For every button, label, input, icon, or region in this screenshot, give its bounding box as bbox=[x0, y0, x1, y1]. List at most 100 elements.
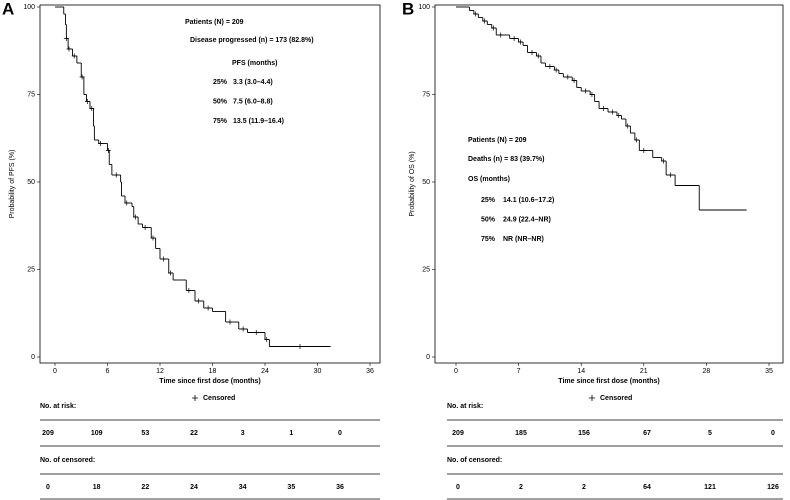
censor-mark bbox=[161, 256, 166, 262]
censored-count: 34 bbox=[239, 484, 247, 491]
plot-frame bbox=[434, 4, 784, 364]
x-tick-label: 21 bbox=[640, 368, 648, 375]
at-risk-count: 67 bbox=[643, 430, 651, 437]
y-tick-label: 50 bbox=[422, 179, 430, 186]
x-tick-label: 6 bbox=[106, 368, 110, 375]
summary-value: 13.5 (11.9–16.4) bbox=[233, 118, 284, 125]
censored-count: 18 bbox=[93, 484, 101, 491]
at-risk-count: 1 bbox=[289, 430, 293, 437]
censor-mark bbox=[565, 74, 571, 80]
censored-count: 121 bbox=[704, 484, 716, 491]
censored-count: 2 bbox=[519, 484, 523, 491]
y-tick-label: 25 bbox=[27, 266, 35, 273]
censor-mark bbox=[253, 330, 259, 335]
plot-frame bbox=[39, 4, 381, 364]
annotation: PFS (months) bbox=[232, 60, 278, 67]
censor-mark bbox=[571, 78, 577, 83]
x-tick-label: 28 bbox=[703, 368, 711, 375]
at-risk-count: 209 bbox=[42, 430, 54, 437]
censor-mark bbox=[498, 32, 504, 38]
x-tick-label: 24 bbox=[261, 368, 269, 375]
censor-mark bbox=[297, 344, 303, 349]
censor-mark bbox=[186, 288, 192, 293]
at-risk-count: 185 bbox=[515, 430, 527, 437]
censor-mark bbox=[589, 92, 595, 97]
at-risk-count: 22 bbox=[190, 430, 198, 437]
censor-mark bbox=[89, 106, 95, 111]
summary-value: 7.5 (6.0–8.8) bbox=[233, 98, 273, 105]
censored-count: 2 bbox=[582, 484, 586, 491]
censor-mark bbox=[511, 36, 517, 41]
at-risk-count: 156 bbox=[578, 430, 590, 437]
censor-mark bbox=[79, 74, 85, 80]
summary-value: 3.3 (3.0–4.4) bbox=[233, 79, 273, 86]
summary-quantile: 25% bbox=[481, 197, 496, 204]
summary-quantile: 50% bbox=[481, 216, 496, 223]
censored-heading: No. of censored: bbox=[40, 457, 95, 464]
at-risk-count: 209 bbox=[452, 430, 464, 437]
summary-quantile: 50% bbox=[213, 98, 228, 105]
censor-mark bbox=[113, 172, 119, 178]
censor-mark bbox=[196, 298, 201, 304]
x-tick-label: 0 bbox=[53, 368, 57, 375]
x-tick-label: 12 bbox=[156, 368, 164, 375]
censored-count: 0 bbox=[456, 484, 460, 491]
censor-mark bbox=[205, 305, 211, 311]
legend-symbol bbox=[192, 395, 198, 401]
summary-value: NR (NR–NR) bbox=[503, 236, 544, 243]
censor-mark bbox=[491, 25, 497, 31]
censor-mark bbox=[668, 172, 674, 178]
censored-count: 36 bbox=[336, 484, 344, 491]
censor-mark bbox=[482, 18, 488, 24]
legend-label: Censored bbox=[203, 395, 235, 402]
censor-mark bbox=[660, 158, 666, 164]
censor-mark bbox=[66, 46, 72, 52]
censor-mark bbox=[610, 109, 615, 115]
censor-mark bbox=[529, 50, 535, 55]
y-tick-label: 50 bbox=[27, 179, 35, 186]
censor-mark bbox=[601, 106, 607, 111]
censor-mark bbox=[641, 148, 647, 153]
censored-count: 0 bbox=[46, 484, 50, 491]
annotation: OS (months) bbox=[468, 176, 510, 183]
summary-value: 24.9 (22.4–NR) bbox=[503, 216, 551, 223]
y-axis-label: Probability of OS (%) bbox=[409, 151, 416, 216]
censor-mark bbox=[583, 88, 589, 94]
censor-mark bbox=[84, 99, 90, 104]
x-tick-label: 7 bbox=[517, 368, 521, 375]
censor-mark bbox=[98, 141, 103, 146]
y-tick-label: 0 bbox=[426, 354, 430, 361]
censor-mark bbox=[105, 148, 111, 153]
x-tick-label: 14 bbox=[577, 368, 585, 375]
summary-quantile: 25% bbox=[213, 79, 228, 86]
y-axis-label: Probability of PFS (%) bbox=[9, 150, 16, 219]
risk-table-heading: No. at risk: bbox=[447, 403, 483, 410]
panel-label: B bbox=[402, 0, 414, 18]
censor-mark bbox=[517, 39, 523, 45]
censor-mark bbox=[71, 53, 77, 59]
annotation: Patients (N) = 209 bbox=[468, 137, 527, 144]
risk-table-heading: No. at risk: bbox=[40, 403, 76, 410]
y-tick-label: 75 bbox=[27, 91, 35, 98]
censor-mark bbox=[168, 270, 173, 276]
at-risk-count: 3 bbox=[241, 430, 245, 437]
censor-mark bbox=[124, 200, 130, 206]
x-tick-label: 18 bbox=[209, 368, 217, 375]
at-risk-count: 0 bbox=[338, 430, 342, 437]
x-tick-label: 35 bbox=[765, 368, 773, 375]
at-risk-count: 5 bbox=[708, 430, 712, 437]
censor-mark bbox=[616, 113, 622, 118]
censor-mark bbox=[547, 64, 553, 69]
legend-label: Censored bbox=[600, 395, 632, 402]
censor-mark bbox=[150, 235, 156, 241]
x-axis-label: Time since first dose (months) bbox=[159, 378, 260, 385]
at-risk-count: 0 bbox=[771, 430, 775, 437]
annotation: Deaths (n) = 83 (39.7%) bbox=[468, 156, 544, 163]
annotation: Disease progressed (n) = 173 (82.8%) bbox=[190, 37, 314, 44]
y-tick-label: 75 bbox=[422, 91, 430, 98]
panel-label: A bbox=[2, 0, 14, 18]
y-tick-label: 100 bbox=[418, 4, 430, 11]
x-tick-label: 36 bbox=[366, 368, 374, 375]
censored-count: 22 bbox=[141, 484, 149, 491]
y-tick-label: 100 bbox=[23, 4, 35, 11]
